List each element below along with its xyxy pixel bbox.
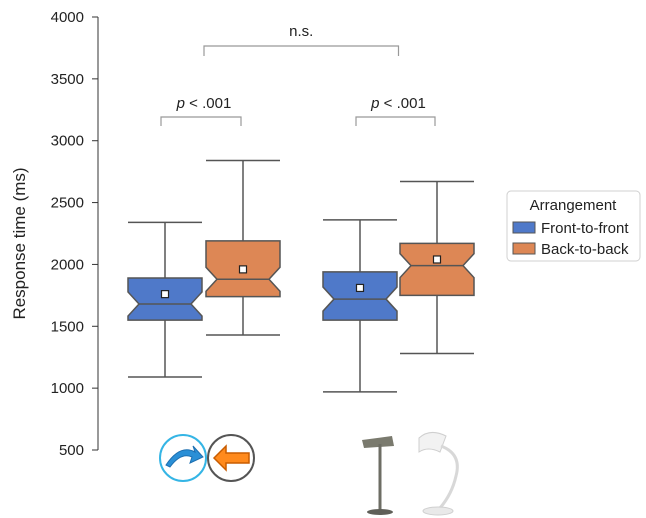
between-groups-label: n.s. — [289, 23, 313, 40]
y-tick-label: 4000 — [51, 9, 84, 26]
y-tick-label: 2000 — [51, 256, 84, 273]
y-axis: 500 1000 1500 2000 2500 3000 3500 4000 Response … — [10, 9, 99, 459]
boxes — [127, 159, 475, 393]
legend-label: Back-to-back — [541, 241, 629, 258]
p-threshold: < .001 — [380, 95, 426, 112]
p-symbol: p — [370, 95, 379, 112]
between-groups-bracket — [203, 45, 400, 56]
legend-label: Front-to-front — [541, 220, 629, 237]
significance-bracket — [160, 116, 242, 126]
arrow-left-icon — [207, 434, 255, 482]
y-tick-label: 500 — [59, 442, 84, 459]
legend: Arrangement Front-to-front Back-to-back — [506, 190, 641, 262]
significance-bracket — [355, 116, 436, 126]
y-tick-label: 3000 — [51, 133, 84, 150]
arrow-right-icon — [159, 434, 207, 482]
p-value-label: p < .001 — [176, 95, 232, 112]
box-front-to-front — [322, 271, 398, 321]
desk-lamps-icon — [362, 432, 459, 516]
lamp-right-icon — [418, 432, 459, 516]
box-front-to-front — [127, 277, 203, 321]
y-axis-title: Response time (ms) — [10, 167, 29, 319]
lamp-left-icon — [362, 436, 394, 515]
y-tick-label: 1500 — [51, 318, 84, 335]
legend-swatch — [512, 221, 536, 234]
p-threshold: < .001 — [185, 95, 231, 112]
legend-title: Arrangement — [530, 197, 618, 214]
arrows-icon — [159, 434, 255, 482]
mean-marker — [355, 283, 365, 293]
legend-swatch — [512, 242, 536, 255]
mean-marker — [238, 265, 248, 274]
y-tick-label: 3500 — [51, 71, 84, 88]
legend-frame — [506, 190, 641, 262]
box-back-to-back — [399, 242, 475, 297]
p-symbol: p — [176, 95, 185, 112]
mean-marker — [160, 290, 170, 299]
y-tick-label: 2500 — [51, 195, 84, 212]
mean-marker — [432, 255, 442, 264]
p-value-label: p < .001 — [370, 95, 426, 112]
y-tick-label: 1000 — [51, 380, 84, 397]
